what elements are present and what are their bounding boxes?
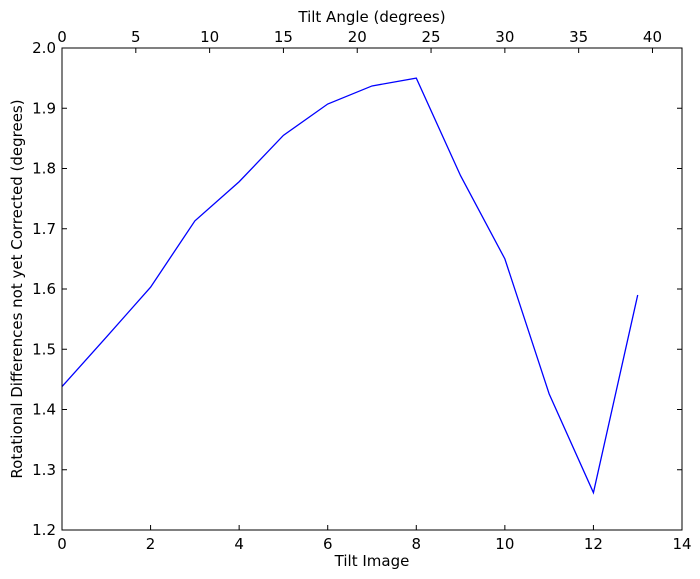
top-x-tick-label: 15: [274, 28, 293, 46]
x-tick-label: 10: [495, 535, 514, 553]
y-tick-label: 1.5: [32, 340, 56, 358]
top-x-tick-label: 0: [57, 28, 67, 46]
x-tick-label: 0: [57, 535, 67, 553]
top-x-axis-title: Tilt Angle (degrees): [297, 8, 445, 26]
x-tick-label: 8: [412, 535, 422, 553]
y-tick-label: 1.9: [32, 99, 56, 117]
x-tick-label: 14: [672, 535, 691, 553]
x-tick-label: 2: [146, 535, 156, 553]
top-x-tick-label: 5: [131, 28, 141, 46]
y-tick-label: 1.6: [32, 280, 56, 298]
y-tick-label: 2.0: [32, 39, 56, 57]
top-x-tick-label: 40: [643, 28, 662, 46]
y-tick-label: 1.8: [32, 160, 56, 178]
top-x-tick-label: 35: [569, 28, 588, 46]
top-x-tick-label: 25: [422, 28, 441, 46]
x-tick-label: 4: [234, 535, 244, 553]
y-axis-title: Rotational Differences not yet Corrected…: [8, 99, 26, 478]
top-x-tick-label: 30: [495, 28, 514, 46]
x-axis-title: Tilt Image: [334, 552, 410, 570]
x-tick-label: 12: [584, 535, 603, 553]
y-tick-label: 1.4: [32, 401, 56, 419]
y-tick-label: 1.3: [32, 461, 56, 479]
plot-area: [61, 77, 639, 495]
top-x-tick-label: 10: [200, 28, 219, 46]
x-tick-label: 6: [323, 535, 333, 553]
plot-frame: [61, 47, 683, 531]
axes: 0 2 4 6 8 10 12 14 0 5 10 15 20 25 30 35 40 1.2 1.3 1.4 1.5 1…: [32, 28, 691, 553]
y-tick-label: 1.7: [32, 220, 56, 238]
y-tick-label: 1.2: [32, 521, 56, 539]
series-line-0: [61, 77, 639, 495]
top-x-tick-label: 20: [348, 28, 367, 46]
